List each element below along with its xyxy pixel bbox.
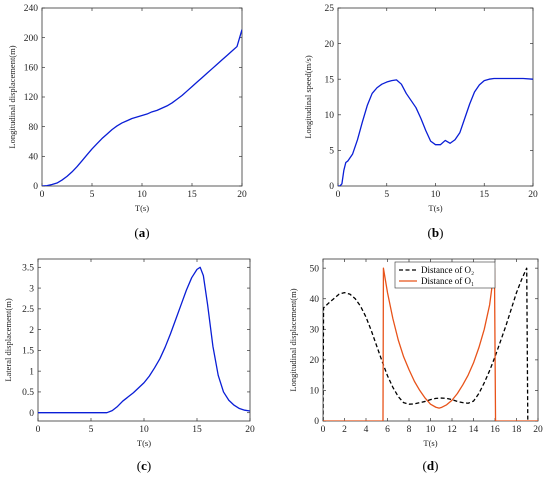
x-tick-label: 15 xyxy=(480,190,490,200)
x-tick-label: 20 xyxy=(245,425,255,435)
x-tick-label: 12 xyxy=(447,425,457,435)
x-tick-label: 5 xyxy=(384,190,389,200)
y-tick-label: 5 xyxy=(329,147,334,157)
chart-a: 0 5 10 15 2004080120160200240T(s)Longitudina… xyxy=(7,4,247,240)
y-tick-label: 160 xyxy=(24,64,39,74)
y-tick-label: 30 xyxy=(310,326,320,336)
panel-caption: (a) xyxy=(134,225,149,240)
series-line-distance-of-o₁ xyxy=(323,267,538,421)
series-line-1 xyxy=(38,266,250,414)
x-tick-label: 15 xyxy=(192,425,202,435)
series-line-1 xyxy=(42,29,242,186)
y-tick-label: 120 xyxy=(24,93,39,103)
x-tick-label: 20 xyxy=(528,190,538,200)
y-tick-label: 40 xyxy=(310,295,320,305)
y-tick-label: 0 xyxy=(329,182,334,192)
x-axis-label: T(s) xyxy=(423,438,437,448)
x-tick-label: 0 xyxy=(36,425,41,435)
x-axis-label: T(s) xyxy=(428,203,442,213)
chart-d: 0 2 4 6 8 10 12 14 16 18 20 0 10 20 30 40 50 T(s) Longitud… xyxy=(288,258,543,473)
x-tick-label: 20 xyxy=(533,425,543,435)
chart-c: 0 5 10 15 20 0 0.5 1 1.5 2 2.5 3 3.5 T(s) Lateral disp… xyxy=(3,258,255,473)
x-tick-label: 14 xyxy=(469,425,479,435)
y-tick-label: 1 xyxy=(29,367,34,377)
plot-frame xyxy=(337,7,534,187)
x-tick-label: 10 xyxy=(139,425,149,435)
panel-caption: (c) xyxy=(137,458,151,473)
chart-b: 0 5 10 15 20 0 5 10 15 20 25 T(s) Longitudinal speed… xyxy=(303,4,538,240)
y-tick-label: 80 xyxy=(29,123,39,133)
y-tick-label: 10 xyxy=(310,387,320,397)
y-tick-label: 0.5 xyxy=(22,388,34,398)
x-tick-label: 0 xyxy=(321,425,326,435)
y-tick-label: 10 xyxy=(325,111,335,121)
x-tick-label: 5 xyxy=(89,425,94,435)
y-axis-label: Longitudinal displacement(m) xyxy=(288,288,298,391)
x-tick-label: 5 xyxy=(90,190,95,200)
series-line-distance-of-o₂ xyxy=(323,267,529,421)
y-tick-label: 40 xyxy=(29,153,39,163)
y-tick-label: 0 xyxy=(33,182,38,192)
x-axis-label: T(s) xyxy=(137,438,151,448)
x-tick-label: 0 xyxy=(336,190,341,200)
y-axis-label: Lateral displacement(m) xyxy=(3,298,13,381)
y-tick-label: 20 xyxy=(325,40,335,50)
y-tick-label: 240 xyxy=(24,4,39,14)
x-tick-label: 8 xyxy=(407,425,412,435)
x-tick-label: 10 xyxy=(426,425,436,435)
x-tick-label: 6 xyxy=(385,425,390,435)
x-tick-label: 20 xyxy=(237,190,247,200)
y-tick-label: 25 xyxy=(325,4,335,14)
x-tick-label: 2 xyxy=(342,425,347,435)
y-tick-label: 50 xyxy=(310,264,320,274)
x-axis-label: T(s) xyxy=(135,203,149,213)
legend-box xyxy=(394,261,496,289)
y-tick-label: 0 xyxy=(314,417,319,427)
x-tick-label: 10 xyxy=(137,190,147,200)
y-tick-label: 3 xyxy=(29,284,34,294)
y-tick-label: 1.5 xyxy=(22,347,34,357)
y-tick-label: 2.5 xyxy=(22,305,34,315)
plot-frame xyxy=(37,258,251,422)
x-tick-label: 4 xyxy=(364,425,369,435)
x-tick-label: 0 xyxy=(40,190,45,200)
y-axis-label: Longitudinal speed(m/s) xyxy=(303,55,313,139)
series-line-1 xyxy=(338,77,533,186)
panel-caption: (d) xyxy=(423,458,439,473)
y-axis-label: Longitudinal displacement(m) xyxy=(7,45,17,148)
y-tick-label: 0 xyxy=(29,409,34,419)
x-tick-label: 16 xyxy=(490,425,500,435)
y-tick-label: 200 xyxy=(24,34,39,44)
y-tick-label: 2 xyxy=(29,326,34,336)
legend-entry: Distance of O₂ xyxy=(421,265,474,275)
y-tick-label: 3.5 xyxy=(22,264,34,274)
panel-caption: (b) xyxy=(428,225,444,240)
x-tick-label: 10 xyxy=(431,190,441,200)
x-tick-label: 15 xyxy=(187,190,197,200)
plot-frame xyxy=(41,7,243,187)
y-tick-label: 20 xyxy=(310,356,320,366)
y-tick-label: 15 xyxy=(325,75,335,85)
legend-entry: Distance of O₁ xyxy=(421,276,474,286)
x-tick-label: 18 xyxy=(512,425,522,435)
